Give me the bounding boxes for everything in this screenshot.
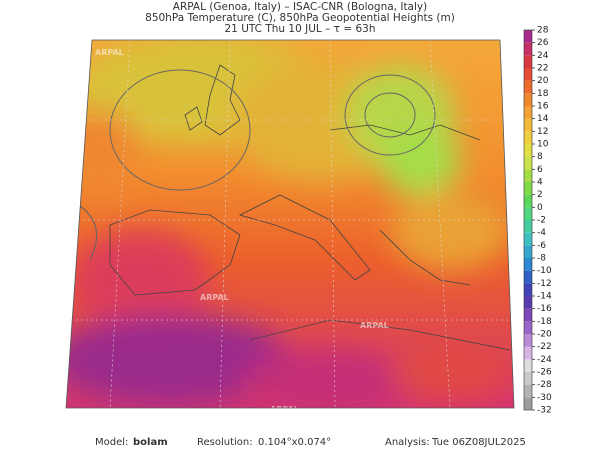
colorbar-cell xyxy=(524,220,532,233)
temperature-field: ARPAL ARPAL ARPAL ARPAL xyxy=(66,40,514,414)
colorbar-tick-label: -30 xyxy=(537,393,552,403)
colorbar-cell xyxy=(524,372,532,385)
colorbar-tick-label: -2 xyxy=(537,216,546,226)
colorbar-cell xyxy=(524,245,532,258)
footer-label: Analysis: xyxy=(385,437,430,448)
colorbar-cell xyxy=(524,68,532,81)
watermark: ARPAL xyxy=(270,405,299,414)
colorbar-cell xyxy=(524,194,532,208)
colorbar-cell xyxy=(524,397,532,410)
watermark: ARPAL xyxy=(200,293,229,302)
colorbar-tick-label: 16 xyxy=(537,102,549,112)
colorbar-tick-label: 22 xyxy=(537,64,548,74)
colorbar-tick-label: -22 xyxy=(537,342,552,352)
colorbar-tick-label: -16 xyxy=(537,304,552,314)
colorbar-cell xyxy=(524,283,532,296)
height-contours xyxy=(69,69,436,261)
colorbar-tick-label: 18 xyxy=(537,89,549,99)
colorbar-frame xyxy=(523,29,533,411)
coastlines xyxy=(109,64,511,351)
colorbar-tick-label: -4 xyxy=(537,228,546,238)
colorbar-cell xyxy=(524,169,532,182)
colorbar-tick-label: -18 xyxy=(537,317,552,327)
colorbar-cell xyxy=(524,156,532,170)
colorbar-tick-label: 10 xyxy=(537,140,549,150)
colorbar-cell xyxy=(524,232,532,246)
colorbar-tick-label: -28 xyxy=(537,380,552,390)
colorbar-cell xyxy=(524,42,532,56)
colorbar-tick-label: 8 xyxy=(537,152,543,162)
colorbar-cell xyxy=(524,55,532,68)
colorbar-tick-label: 2 xyxy=(537,190,543,200)
colorbar-cell xyxy=(524,30,532,43)
colorbar-cell xyxy=(524,182,532,195)
colorbar-cell xyxy=(524,308,532,322)
footer-value: 0.104°x0.074° xyxy=(258,437,331,448)
colorbar-cell xyxy=(524,131,532,144)
header-line: 21 UTC Thu 10 JUL – τ = 63h xyxy=(225,23,376,35)
colorbar-tick-label: -20 xyxy=(537,330,552,340)
colorbar-cell xyxy=(524,270,532,284)
colorbar-cell xyxy=(524,296,532,309)
colorbar-cell xyxy=(524,93,532,106)
colorbar-tick-label: 4 xyxy=(537,178,543,188)
colorbar-tick-label: 12 xyxy=(537,127,548,137)
colorbar-cell xyxy=(524,207,532,220)
colorbar-cell xyxy=(524,359,532,372)
colorbar-tick-label: 6 xyxy=(537,165,543,175)
colorbar-tick-label: -6 xyxy=(537,241,546,251)
colorbar-tick-label: -10 xyxy=(537,266,552,276)
colorbar-tick-label: 0 xyxy=(537,203,543,213)
colorbar-tick-label: -26 xyxy=(537,368,552,378)
watermark: ARPAL xyxy=(95,48,124,57)
footer-label: Resolution: xyxy=(197,437,253,448)
colorbar-tick-label: 26 xyxy=(537,38,549,48)
colorbar-cell xyxy=(524,346,532,360)
footer-label: Model: xyxy=(95,437,128,448)
colorbar-tick-label: -12 xyxy=(537,279,552,289)
colorbar-cell xyxy=(524,106,532,119)
footer-value: Tue 06Z08JUL2025 xyxy=(431,437,526,448)
colorbar-tick-label: 20 xyxy=(537,76,549,86)
colorbar-cell xyxy=(524,80,532,94)
colorbar-tick-label: -24 xyxy=(537,355,552,365)
colorbar-cell xyxy=(524,144,532,157)
colorbar-cell xyxy=(524,334,532,347)
watermark: ARPAL xyxy=(360,321,389,330)
colorbar-tick-label: 14 xyxy=(537,114,549,124)
colorbar-cell xyxy=(524,258,532,271)
colorbar-tick-label: 28 xyxy=(537,26,549,36)
footer-value: bolam xyxy=(133,437,168,448)
colorbar-tick-label: -32 xyxy=(537,406,552,416)
colorbar-cell xyxy=(524,118,532,132)
colorbar-tick-label: -14 xyxy=(537,292,552,302)
header-line: ARPAL (Genoa, Italy) – ISAC-CNR (Bologna… xyxy=(173,1,427,13)
colorbar-cell xyxy=(524,384,532,398)
map-frame xyxy=(65,39,515,409)
colorbar-cell xyxy=(524,321,532,334)
colorbar-tick-label: 24 xyxy=(537,51,549,61)
colorbar: -32-30-28-26-24-22-20-18-16-14-12-10-8-6… xyxy=(523,26,552,416)
colorbar-tick-label: -8 xyxy=(537,254,546,264)
header-line: 850hPa Temperature (C), 850hPa Geopotent… xyxy=(145,12,455,24)
